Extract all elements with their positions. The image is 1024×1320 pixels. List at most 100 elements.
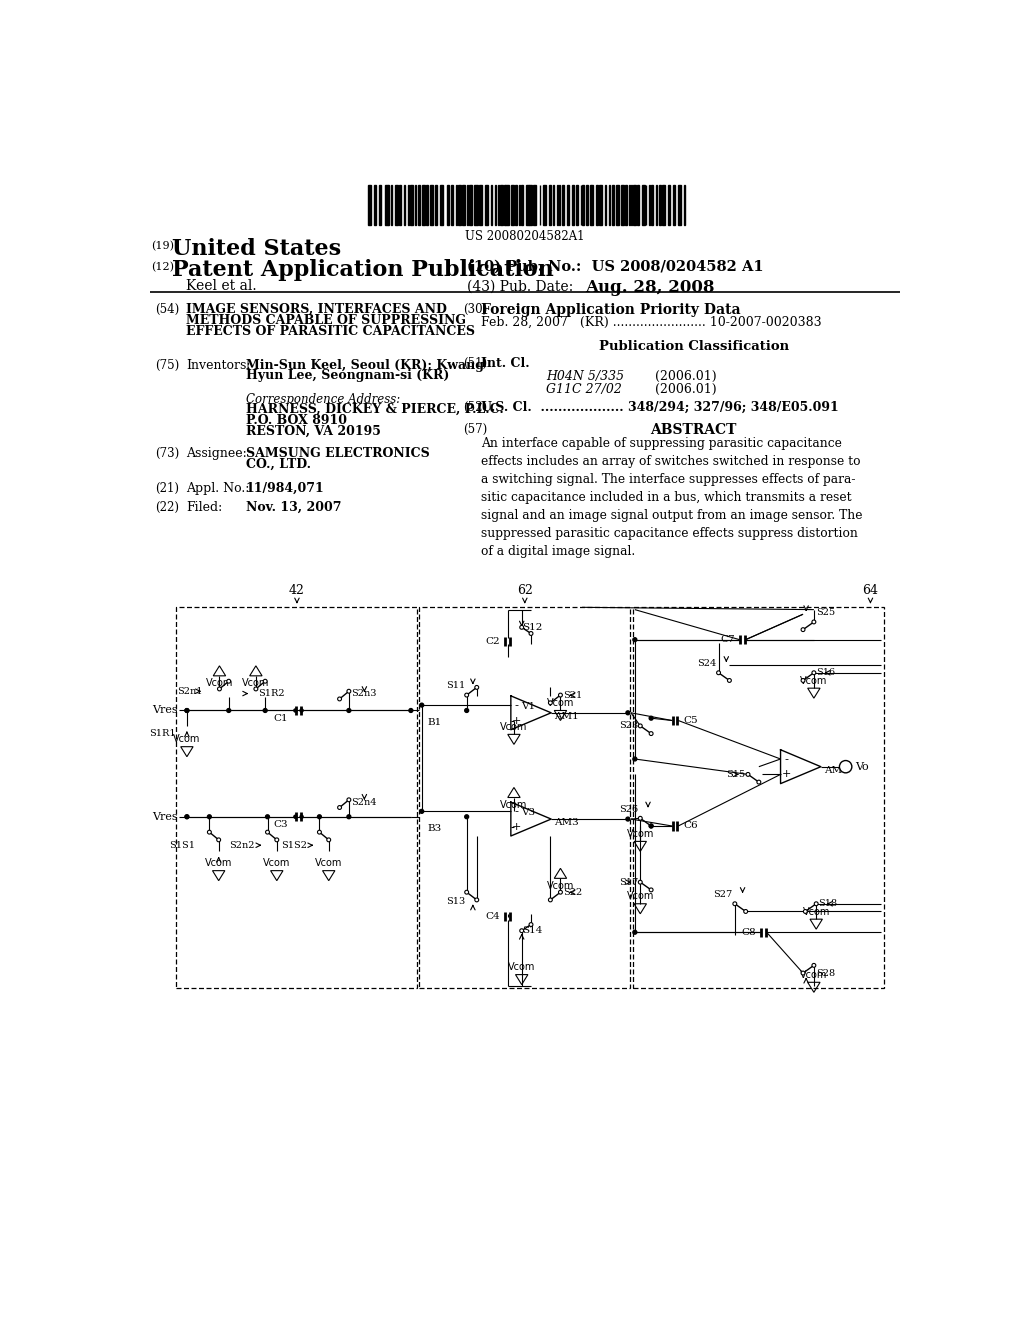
Circle shape [208,830,211,834]
Circle shape [801,628,805,631]
Circle shape [409,709,413,713]
Text: IMAGE SENSORS, INTERFACES AND: IMAGE SENSORS, INTERFACES AND [186,304,447,317]
Bar [549,185,551,226]
Text: Vcom: Vcom [803,907,829,917]
Bar [391,185,392,226]
Text: AM1: AM1 [554,713,579,721]
Circle shape [294,709,297,711]
Bar [399,185,400,226]
Circle shape [420,809,424,813]
Text: Vcom: Vcom [547,698,574,708]
Bar [518,185,520,226]
Text: C8: C8 [741,928,756,937]
Text: Aug. 28, 2008: Aug. 28, 2008 [586,280,715,296]
Circle shape [300,816,303,818]
Bar [515,185,517,226]
Circle shape [347,797,351,801]
Bar [662,185,665,226]
Circle shape [263,709,267,713]
Text: S27: S27 [714,890,732,899]
Bar [469,185,471,226]
Text: Vcom: Vcom [800,676,827,686]
Bar [456,185,458,226]
Circle shape [626,711,630,714]
Text: METHODS CAPABLE OF SUPPRESSING: METHODS CAPABLE OF SUPPRESSING [186,314,466,327]
Text: (22): (22) [155,502,179,513]
Bar [669,185,670,226]
Bar [430,185,432,226]
Text: Keel et al.: Keel et al. [186,280,257,293]
Circle shape [814,902,818,906]
Text: Appl. No.:: Appl. No.: [186,482,250,495]
Circle shape [208,814,211,818]
Text: 64: 64 [862,585,879,598]
Text: -: - [514,807,518,816]
Text: S21: S21 [563,690,583,700]
Text: US 20080204582A1: US 20080204582A1 [465,230,585,243]
Text: -: - [514,700,518,710]
Text: H04N 5/335: H04N 5/335 [547,370,625,383]
Circle shape [633,758,637,760]
Text: U.S. Cl.  ................... 348/294; 327/96; 348/E05.091: U.S. Cl. ................... 348/294; 32… [481,401,839,414]
Bar [458,185,461,226]
Bar [426,185,428,226]
Circle shape [185,814,188,818]
Bar [586,185,589,226]
Text: CO., LTD.: CO., LTD. [246,458,311,471]
Bar [474,185,477,226]
Text: EFFECTS OF PARASITIC CAPACITANCES: EFFECTS OF PARASITIC CAPACITANCES [186,325,475,338]
Bar [529,185,531,226]
Bar [596,185,598,226]
Text: Inventors:: Inventors: [186,359,251,372]
Circle shape [638,723,642,727]
Text: +: + [512,715,521,726]
Text: -: - [784,754,788,764]
Text: S12: S12 [521,623,542,632]
Text: (43) Pub. Date:: (43) Pub. Date: [467,280,573,293]
Text: S11: S11 [445,681,465,690]
Text: Publication Classification: Publication Classification [599,341,788,354]
Text: S13: S13 [445,898,465,906]
Text: S2n2: S2n2 [229,841,255,850]
Circle shape [757,780,761,784]
Text: C2: C2 [485,636,500,645]
Text: (52): (52) [463,401,487,414]
Bar [616,185,618,226]
Text: Nov. 13, 2007: Nov. 13, 2007 [246,502,341,513]
Text: V1: V1 [521,702,535,711]
Circle shape [812,620,816,624]
Text: Vcom: Vcom [501,722,527,733]
Text: United States: United States [172,239,341,260]
Bar [526,185,528,226]
Bar [599,185,601,226]
Circle shape [185,814,188,818]
Circle shape [217,838,220,842]
Text: 62: 62 [517,585,532,598]
Text: 11/984,071: 11/984,071 [246,482,325,495]
Text: C6: C6 [683,821,697,830]
Bar [608,185,610,226]
Text: S2n1: S2n1 [177,686,203,696]
Text: S1S1: S1S1 [169,841,196,850]
Circle shape [338,697,342,701]
Bar [420,607,630,989]
Circle shape [649,824,653,828]
Text: HARNESS, DICKEY & PIERCE, P.L.C.: HARNESS, DICKEY & PIERCE, P.L.C. [246,404,504,416]
Text: S18: S18 [818,899,838,908]
Text: (19): (19) [152,240,174,251]
Circle shape [217,686,221,690]
Circle shape [801,678,805,682]
Circle shape [812,671,816,675]
Text: S23: S23 [618,722,638,730]
Text: Vcom: Vcom [315,858,342,869]
Circle shape [804,909,807,913]
Circle shape [733,902,736,906]
Bar [583,185,585,226]
Circle shape [338,805,342,809]
Text: C5: C5 [683,715,697,725]
Text: Vcom: Vcom [501,800,527,809]
Bar [410,185,414,226]
Bar [452,185,453,226]
Bar [521,185,523,226]
Circle shape [465,709,469,713]
